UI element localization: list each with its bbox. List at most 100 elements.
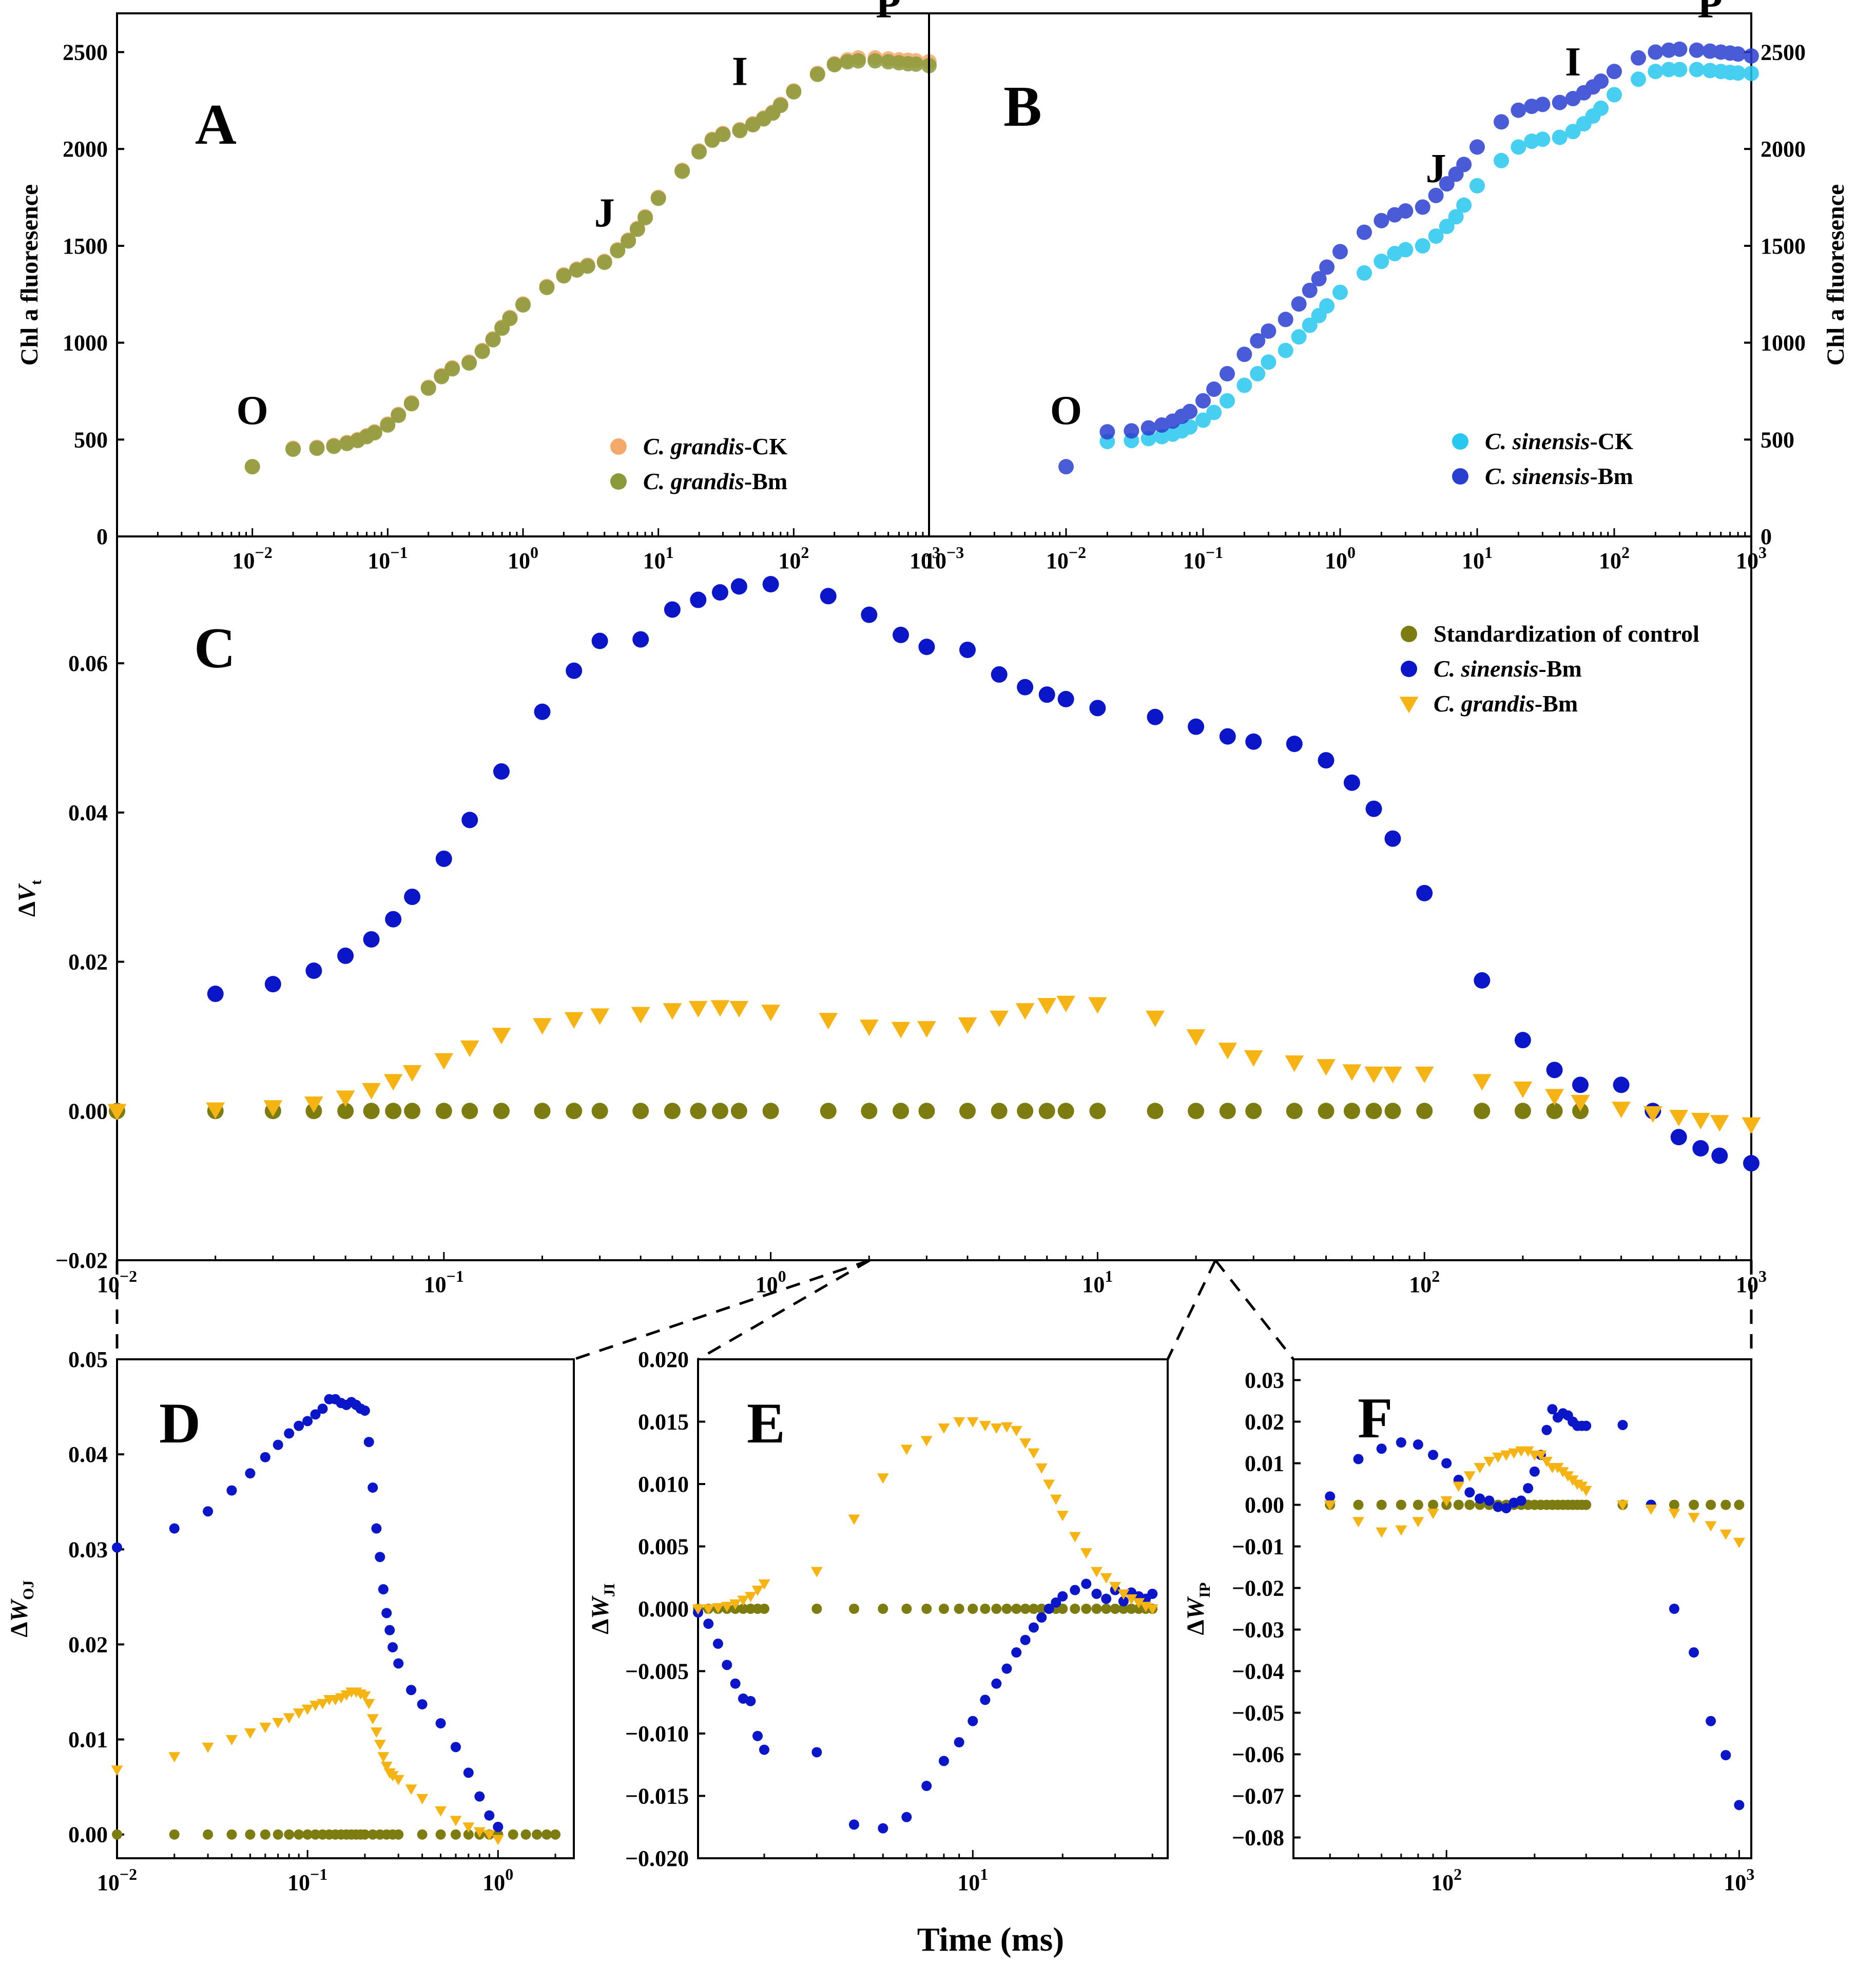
data-point	[1616, 1500, 1629, 1511]
panel-label: A	[195, 93, 237, 157]
data-point	[1744, 65, 1759, 81]
data-point	[820, 588, 837, 605]
data-point	[692, 1604, 704, 1615]
data-point	[393, 1658, 404, 1669]
panel-label: E	[747, 1392, 785, 1455]
data-point	[921, 1781, 932, 1792]
data-point	[1319, 298, 1335, 314]
y-tick-label: 0.020	[638, 1347, 689, 1372]
x-tick-label: 100	[1325, 543, 1356, 573]
data-point	[206, 1102, 225, 1119]
data-point	[1218, 1043, 1237, 1060]
data-point	[1019, 1438, 1032, 1449]
data-point	[893, 626, 910, 643]
data-point	[629, 221, 645, 237]
data-point	[462, 1822, 475, 1833]
data-point	[304, 1096, 323, 1113]
data-point	[1291, 329, 1307, 345]
data-point	[1364, 1066, 1383, 1083]
data-point	[650, 190, 666, 206]
data-point	[820, 1103, 837, 1120]
data-point	[1720, 1499, 1731, 1510]
data-point	[1415, 1066, 1434, 1083]
data-point	[539, 280, 555, 296]
data-point	[1043, 1479, 1055, 1490]
data-point	[1236, 346, 1252, 362]
data-point	[1146, 1010, 1165, 1027]
data-point	[1494, 152, 1510, 168]
tick-base: 10	[424, 1272, 447, 1297]
x-tick-label: 101	[1082, 1267, 1113, 1297]
data-point	[1017, 679, 1034, 696]
y-tick-label: 0.01	[68, 1727, 108, 1753]
y-tick-label: 0.06	[68, 651, 108, 676]
tick-base: 10	[233, 548, 255, 573]
y-tick-label: 0.05	[68, 1347, 108, 1372]
x-tick-label: 103	[910, 543, 940, 573]
y-tick-label: 500	[1761, 427, 1794, 452]
tick-exponent: 0	[778, 1267, 786, 1285]
data-point	[1398, 203, 1414, 219]
data-point	[1670, 1129, 1687, 1146]
data-point	[715, 126, 731, 142]
data-point	[621, 233, 636, 249]
tick-exponent: −1	[390, 543, 408, 562]
data-point	[1244, 1050, 1263, 1067]
data-point	[1058, 459, 1074, 475]
data-point	[337, 1103, 354, 1120]
data-point	[1069, 1532, 1081, 1543]
tick-base: 10	[778, 548, 801, 573]
data-point	[811, 1747, 822, 1758]
data-point	[1182, 403, 1198, 419]
data-point	[1464, 1499, 1475, 1510]
series-standardization-of-control	[109, 1103, 1589, 1120]
tick-exponent: 2	[801, 543, 809, 562]
data-point	[1516, 1495, 1526, 1506]
data-point	[310, 1409, 321, 1420]
data-point	[1511, 102, 1526, 118]
data-point	[435, 1103, 452, 1120]
data-point	[384, 1625, 395, 1635]
data-point	[1552, 94, 1568, 110]
data-point	[386, 1771, 399, 1782]
x-tick-label: 100	[508, 543, 538, 573]
data-point	[260, 1829, 270, 1840]
y-tick-label: 0.01	[1245, 1451, 1284, 1476]
data-point	[1514, 1032, 1531, 1049]
data-point	[1017, 1103, 1034, 1120]
data-point	[938, 1423, 950, 1434]
data-point	[1428, 228, 1444, 244]
tick-base: 10	[1724, 1870, 1746, 1895]
data-point	[202, 1742, 214, 1753]
data-point	[1710, 1115, 1729, 1132]
data-point	[861, 606, 878, 623]
data-point	[1541, 1424, 1552, 1435]
data-point	[859, 1019, 879, 1036]
y-axis-title-delta: Δ	[13, 901, 41, 917]
legend-marker	[1399, 697, 1419, 714]
data-point	[1742, 1117, 1761, 1134]
data-point	[1523, 1483, 1534, 1494]
data-point	[1501, 1503, 1512, 1513]
tick-exponent: 3	[1746, 1865, 1754, 1883]
data-point	[921, 1604, 932, 1614]
y-tick-label: 2500	[63, 40, 108, 65]
data-point	[1648, 44, 1664, 60]
data-point	[461, 812, 478, 829]
data-point	[938, 1756, 949, 1766]
y-tick-label: 2000	[1761, 137, 1806, 162]
data-point	[1261, 323, 1277, 339]
data-point	[1484, 1495, 1495, 1506]
y-tick-label: −0.03	[1232, 1618, 1284, 1643]
data-point	[1261, 354, 1277, 370]
data-point	[463, 1767, 474, 1778]
y-axis-title-sub: IP	[1196, 1583, 1213, 1598]
panel-label: B	[1003, 75, 1042, 139]
legend-marker	[610, 438, 627, 455]
x-tick-label: 100	[756, 1267, 786, 1297]
data-point	[1734, 1499, 1745, 1510]
y-axis-title-delta: Δ	[1182, 1620, 1209, 1635]
data-point	[363, 1699, 375, 1709]
data-point	[690, 591, 707, 608]
